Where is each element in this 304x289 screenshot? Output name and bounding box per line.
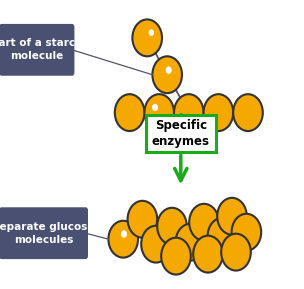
Circle shape <box>141 226 171 263</box>
Circle shape <box>217 198 247 235</box>
Text: Specific
enzymes: Specific enzymes <box>152 119 210 148</box>
Circle shape <box>133 19 162 56</box>
FancyBboxPatch shape <box>146 115 216 153</box>
Circle shape <box>109 221 138 257</box>
FancyBboxPatch shape <box>0 24 74 76</box>
Circle shape <box>166 67 171 73</box>
Circle shape <box>233 94 263 131</box>
FancyBboxPatch shape <box>0 207 88 259</box>
Circle shape <box>121 231 126 237</box>
Circle shape <box>221 234 251 271</box>
Circle shape <box>152 56 182 93</box>
Circle shape <box>149 30 154 36</box>
Circle shape <box>157 208 187 245</box>
Circle shape <box>208 218 237 255</box>
Circle shape <box>193 236 223 273</box>
Circle shape <box>152 104 158 111</box>
Circle shape <box>128 201 157 238</box>
Circle shape <box>174 94 204 131</box>
Circle shape <box>189 204 219 241</box>
Circle shape <box>204 94 233 131</box>
Circle shape <box>115 94 144 131</box>
Text: Part of a starch
molecule: Part of a starch molecule <box>0 38 83 61</box>
Circle shape <box>144 94 174 131</box>
Circle shape <box>176 224 205 261</box>
Circle shape <box>232 214 261 251</box>
Circle shape <box>161 238 191 275</box>
Text: Separate glucose
molecules: Separate glucose molecules <box>0 222 95 244</box>
